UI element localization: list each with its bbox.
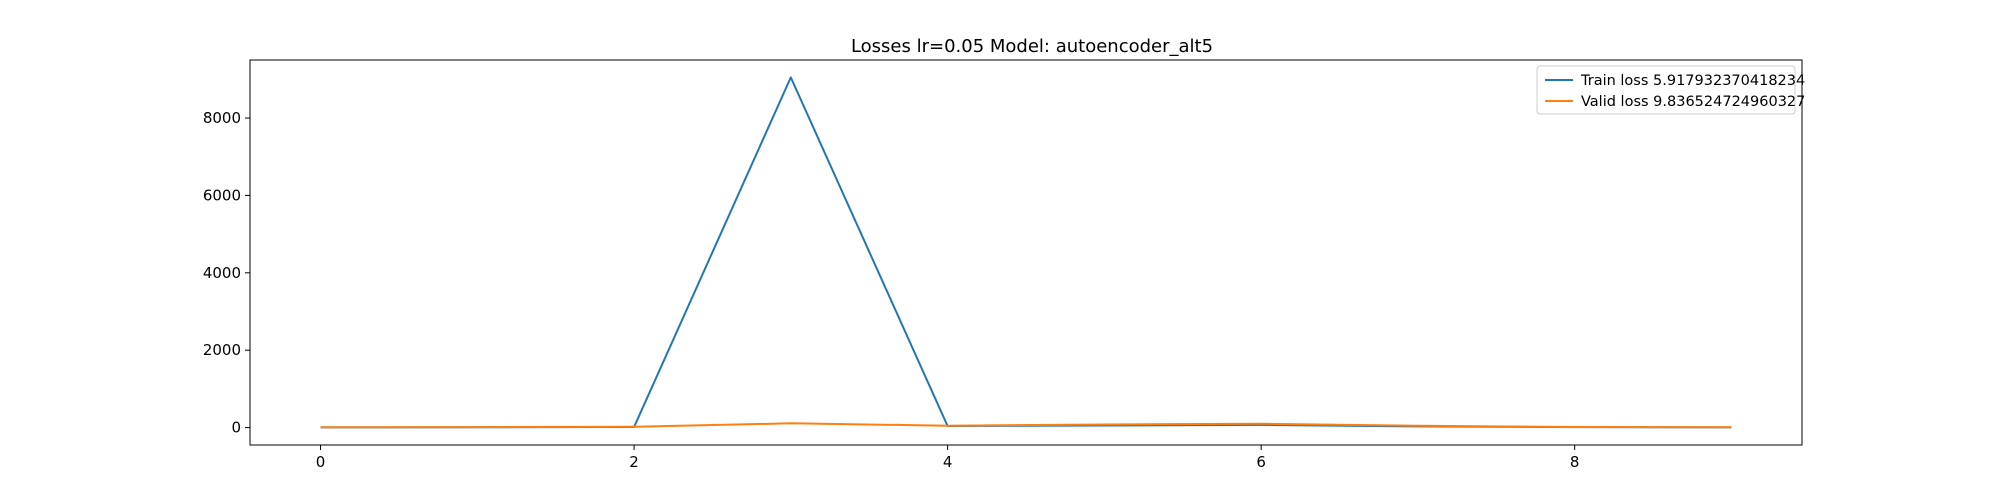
legend: Train loss 5.917932370418234 Valid loss 9…	[1536, 65, 1805, 115]
legend-label-0: Train loss 5.917932370418234	[1580, 73, 1805, 89]
x-tick-label: 2	[629, 453, 639, 471]
x-tick-label: 0	[316, 453, 326, 471]
x-tick-label: 6	[1256, 453, 1266, 471]
legend-label-1: Valid loss 9.836524724960327	[1581, 94, 1805, 110]
y-tick-label: 0	[231, 419, 241, 437]
y-tick-label: 6000	[203, 186, 241, 204]
y-tick-label: 2000	[203, 341, 241, 359]
plot-area-frame	[249, 59, 1803, 446]
y-tick-label: 4000	[203, 264, 241, 282]
series-line-1	[320, 422, 1732, 429]
x-tick-label: 8	[1570, 453, 1580, 471]
legend-box	[1536, 65, 1796, 115]
series-line-0	[320, 76, 1732, 429]
x-tick-label: 4	[943, 453, 953, 471]
chart-title: Losses lr=0.05 Model: autoencoder_alt5	[851, 36, 1213, 57]
y-tick-label: 8000	[203, 109, 241, 127]
